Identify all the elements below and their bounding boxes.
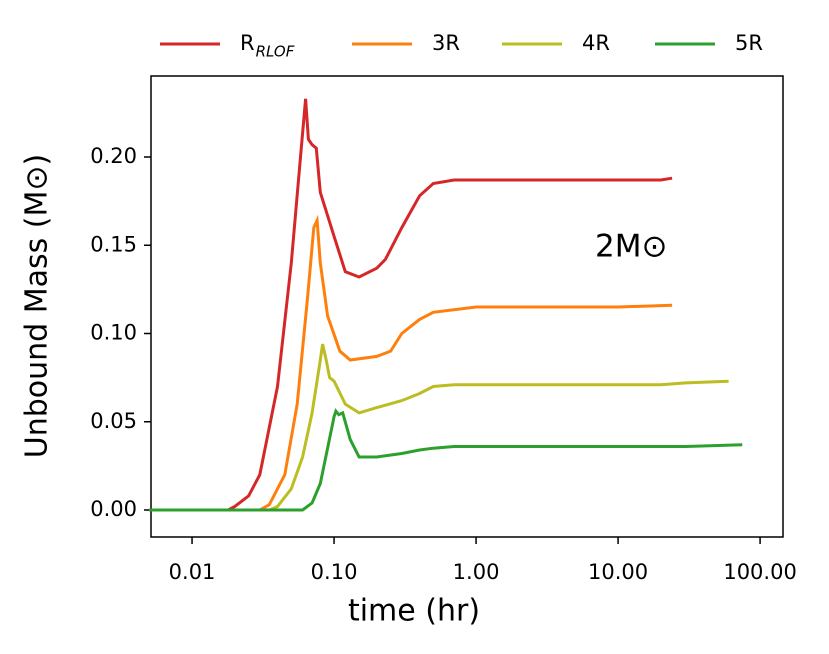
y-tick-label: 0.10 xyxy=(90,321,137,345)
series-line xyxy=(149,343,729,512)
x-tick-label: 1.00 xyxy=(453,560,500,584)
series-line xyxy=(149,98,673,512)
annotation: 2M⊙ xyxy=(595,229,667,265)
x-tick-label: 0.10 xyxy=(311,560,358,584)
legend-label: R xyxy=(240,31,255,55)
y-tick-label: 0.20 xyxy=(90,144,137,168)
x-tick-label: 100.00 xyxy=(723,560,796,584)
plot-frame xyxy=(150,75,784,538)
x-tick-label: 0.01 xyxy=(169,560,216,584)
y-tick-label: 0.00 xyxy=(90,497,137,521)
legend-label: 5R xyxy=(735,31,763,55)
y-tick-label: 0.15 xyxy=(90,232,137,256)
x-tick-label: 10.00 xyxy=(588,560,648,584)
y-tick-label: 0.05 xyxy=(90,409,137,433)
legend-label: 3R xyxy=(432,31,460,55)
x-axis-label: time (hr) xyxy=(348,594,480,629)
legend-label: 4R xyxy=(582,31,610,55)
y-axis-label: Unbound Mass (M⊙) xyxy=(20,154,55,458)
legend-subscript: RLOF xyxy=(256,43,295,61)
series-line xyxy=(149,214,673,512)
series-line xyxy=(149,408,743,512)
